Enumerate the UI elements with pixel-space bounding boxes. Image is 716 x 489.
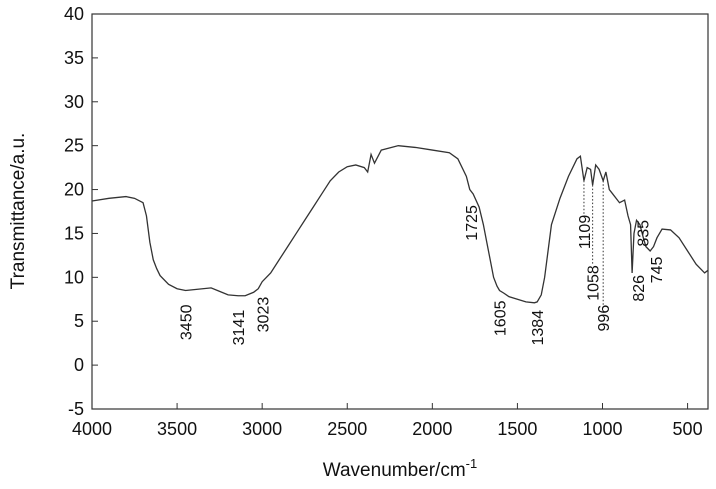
peak-label: 3141 — [231, 310, 248, 346]
y-tick-label: 20 — [64, 180, 84, 200]
plot-frame — [91, 13, 709, 410]
x-tick-label: 1000 — [582, 419, 622, 439]
y-axis-label: Transmittance/a.u. — [8, 133, 29, 290]
x-tick-label: 4000 — [72, 419, 112, 439]
y-tick-label: 25 — [64, 136, 84, 156]
peak-label: 1725 — [464, 205, 481, 241]
spectrum-line — [91, 145, 709, 304]
x-axis-label-sup: -1 — [466, 456, 478, 471]
y-tick-label: 5 — [74, 311, 84, 331]
y-tick-label: 40 — [64, 4, 84, 24]
peak-label: 3450 — [179, 304, 196, 340]
y-tick-label: 35 — [64, 48, 84, 68]
peak-label: 745 — [649, 257, 666, 284]
y-tick-label: 30 — [64, 92, 84, 112]
peak-label: 1605 — [493, 300, 510, 336]
y-tick-label: 10 — [64, 267, 84, 287]
x-tick-label: 3000 — [242, 419, 282, 439]
x-tick-label: 2000 — [412, 419, 452, 439]
peak-label: 826 — [631, 275, 648, 302]
peak-label: 1384 — [530, 310, 547, 346]
x-axis-label: Wavenumber/cm-1 — [323, 456, 477, 481]
y-tick-label: -5 — [68, 399, 84, 419]
peak-label: 1058 — [586, 265, 603, 301]
peak-label: 1109 — [577, 215, 594, 250]
x-tick-label: 3500 — [157, 419, 197, 439]
x-tick-label: 2500 — [327, 419, 367, 439]
x-axis-label-text: Wavenumber/cm — [323, 460, 466, 481]
peak-label: 996 — [596, 305, 613, 332]
peak-label: 835 — [636, 220, 653, 247]
x-tick-label: 1500 — [497, 419, 537, 439]
peak-label: 3023 — [255, 297, 272, 333]
x-tick-label: 500 — [673, 419, 703, 439]
y-tick-label: 0 — [74, 355, 84, 375]
y-tick-label: 15 — [64, 223, 84, 243]
